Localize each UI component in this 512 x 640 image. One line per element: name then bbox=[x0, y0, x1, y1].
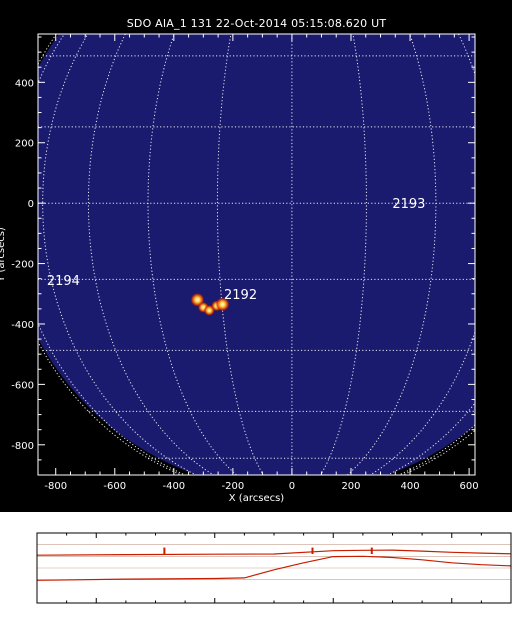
x-tick-label: 600 bbox=[460, 481, 479, 492]
longitude-gridline bbox=[346, 34, 437, 475]
x-tick-label: -800 bbox=[44, 481, 67, 492]
y-tick-label: -200 bbox=[11, 260, 34, 271]
longitude-gridline bbox=[386, 402, 475, 475]
goes-class-label: A bbox=[9, 582, 16, 592]
goes-panel-background bbox=[0, 512, 512, 640]
image-plot-area: 2192 2193 2194 bbox=[38, 34, 475, 475]
goes-y-tick-label: 1E-9 bbox=[1, 599, 22, 609]
image-title: SDO AIA_1 131 22-Oct-2014 05:15:08.620 U… bbox=[127, 17, 387, 30]
goes-y-tick-label: 1E-3 bbox=[1, 529, 21, 539]
y-tick-label: 400 bbox=[15, 78, 34, 89]
y-axis-label: Y (arcsecs) bbox=[0, 227, 7, 283]
goes-class-label: X bbox=[9, 535, 15, 545]
active-region-label: 2193 bbox=[392, 197, 425, 212]
longitude-gridline bbox=[397, 424, 475, 475]
y-tick-label: -600 bbox=[11, 380, 34, 391]
goes-x-tick-label: 05:20 bbox=[439, 610, 465, 620]
longitude-gridline bbox=[38, 34, 187, 475]
x-axis-label: X (arcsecs) bbox=[229, 493, 285, 504]
flare-kernel bbox=[215, 297, 230, 312]
x-tick-label: -200 bbox=[222, 481, 245, 492]
y-tick-label: -400 bbox=[11, 320, 34, 331]
x-tick-label: 200 bbox=[341, 481, 360, 492]
active-region-label: 2192 bbox=[224, 288, 257, 303]
goes-x-axis-label: Start Time (22-Oct-14 05:06:00) bbox=[177, 622, 338, 633]
goes-x-tick-label: 05:12 bbox=[202, 610, 228, 620]
goes-x-tick-label: 05:16 bbox=[320, 610, 346, 620]
longitude-gridline bbox=[42, 34, 198, 475]
solar-disk bbox=[38, 34, 475, 475]
active-region-label: 2194 bbox=[47, 274, 80, 289]
y-tick-label: 200 bbox=[15, 139, 34, 150]
goes-class-label: M bbox=[9, 547, 17, 557]
x-tick-label: 0 bbox=[289, 481, 295, 492]
x-tick-label: -400 bbox=[162, 481, 185, 492]
tick-marks bbox=[38, 34, 475, 476]
goes-title: GOES 14 X-Rays: bbox=[237, 514, 330, 527]
longitude-gridline bbox=[147, 34, 238, 475]
plot-frame bbox=[37, 33, 476, 476]
goes-class-label: C bbox=[9, 559, 15, 569]
x-tick-label: 400 bbox=[400, 481, 419, 492]
goes-class-label: B bbox=[9, 570, 15, 580]
x-tick-label: -600 bbox=[103, 481, 126, 492]
goes-x-tick-label: 05:08 bbox=[83, 610, 109, 620]
y-tick-label: -800 bbox=[11, 441, 34, 452]
goes-flux-line bbox=[36, 549, 512, 556]
goes-flux-line bbox=[36, 555, 512, 581]
y-tick-label: 0 bbox=[28, 199, 34, 210]
